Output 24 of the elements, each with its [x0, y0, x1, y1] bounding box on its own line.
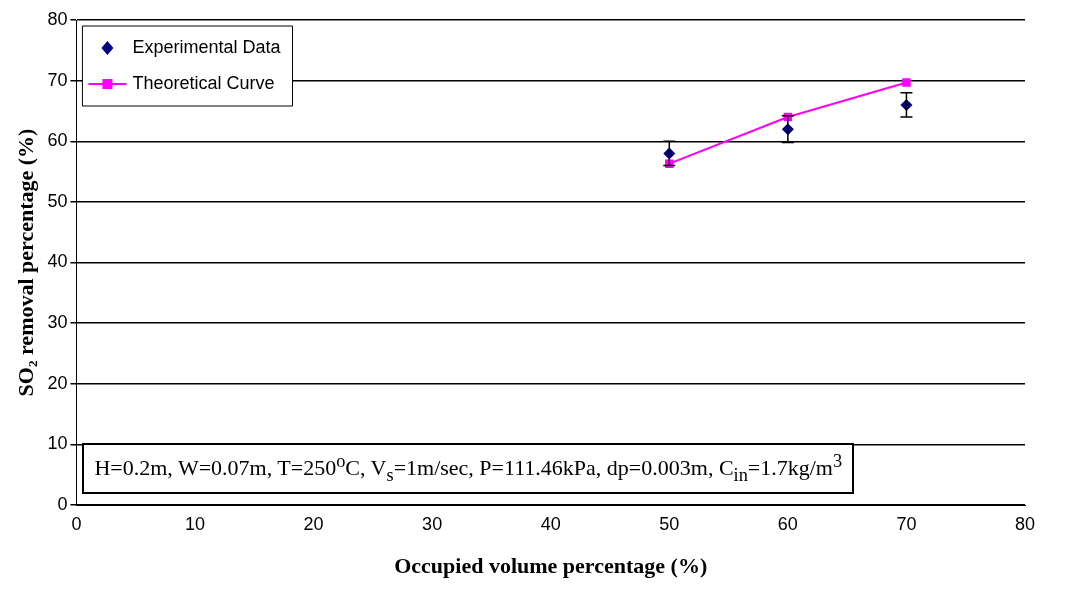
- x-tick-label: 80: [1014, 513, 1036, 534]
- y-tick-label: 10: [47, 433, 68, 454]
- x-tick-label: 40: [540, 513, 561, 534]
- y-tick-label: 50: [47, 190, 68, 211]
- x-tick-label: 20: [303, 513, 324, 534]
- x-tick-label: 10: [184, 513, 206, 534]
- y-tick-label: 80: [47, 8, 68, 29]
- y-tick-label: 70: [47, 69, 68, 90]
- y-tick-label: 40: [47, 251, 68, 272]
- legend-label: Theoretical Curve: [132, 72, 275, 93]
- x-tick-label: 60: [777, 513, 798, 534]
- x-tick-label: 30: [422, 513, 443, 534]
- x-tick-label: 50: [659, 513, 680, 534]
- annotation: H=0.2m, W=0.07m, T=250$^{o}$C, V$_{s}$=1m/sec, P=111.46kPa, dp=0.003m, C$_{in}$=1.7kg/m$^{3}$: [82, 443, 855, 494]
- point: [902, 78, 911, 87]
- legend-label: Experimental Data: [132, 36, 282, 57]
- x-axis-title: Occupied volume percentage (%): [394, 553, 708, 579]
- y-tick-label: 0: [57, 493, 68, 514]
- x-tick-label: 70: [896, 513, 917, 534]
- x-tick-label: 0: [71, 513, 82, 534]
- y-axis-title: SO₂ removal percentage (%): [12, 128, 38, 397]
- y-tick-label: 20: [47, 372, 68, 393]
- y-tick-label: 30: [47, 312, 68, 333]
- y-tick-label: 60: [47, 130, 68, 151]
